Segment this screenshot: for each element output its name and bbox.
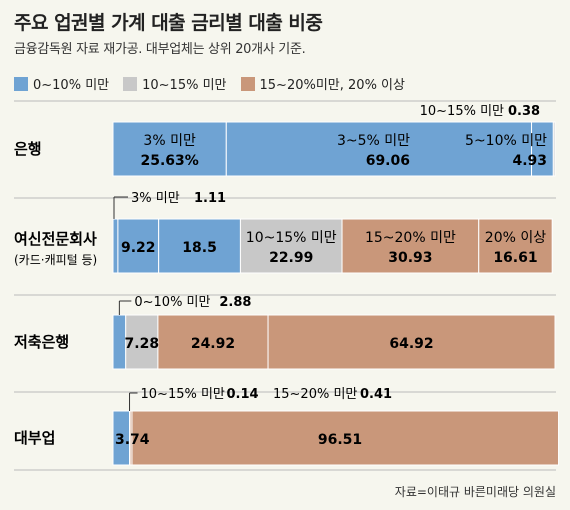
source-note: 자료=이태규 바른미래당 의원실 [394, 485, 556, 499]
bar-segment [225, 121, 533, 177]
row-label: 저축은행 [14, 333, 69, 351]
segment-label: 15~20% 미만 [365, 230, 456, 246]
segment-value: 16.61 [493, 250, 537, 266]
callout-value: 1.11 [194, 191, 226, 206]
bar-segment [239, 218, 343, 274]
callout-label: 10~15% 미만 [141, 387, 225, 402]
legend-swatch-mid [123, 76, 138, 91]
bar-segment [267, 314, 556, 370]
callout-label: 0~10% 미만 [134, 295, 210, 310]
segment-value: 69.06 [366, 153, 410, 169]
legend-swatch-high [240, 76, 255, 91]
legend-item-high: 15~20%미만, 20% 이상 [240, 74, 405, 93]
legend: 0~10% 미만 10~15% 미만 15~20%미만, 20% 이상 [14, 74, 419, 93]
callout-label: 15~20% 미만 [273, 387, 357, 402]
bar-segment [131, 410, 560, 466]
legend-swatch-low [14, 76, 28, 91]
segment-label: 3% 미만 [143, 133, 196, 149]
row-label: 대부업 [14, 429, 55, 447]
callout-label: 10~15% 미만 [420, 104, 504, 119]
row-sublabel: (카드·캐피털 등) [14, 253, 97, 267]
legend-label-high: 15~20%미만, 20% 이상 [259, 78, 405, 93]
callout-label: 3% 미만 [131, 191, 180, 206]
row-label: 은행 [14, 140, 42, 158]
callout-value: 0.38 [508, 104, 540, 119]
segment-value: 25.63% [140, 153, 198, 169]
bar-segment [341, 218, 480, 274]
segment-label: 5~10% 미만 [465, 133, 547, 149]
bar-segment [157, 314, 269, 370]
segment-label: 10~15% 미만 [246, 230, 337, 246]
chart-title: 주요 업권별 가계 대출 금리별 대출 비중 [14, 12, 323, 34]
bar-segment [478, 218, 553, 274]
legend-item-mid: 10~15% 미만 [123, 74, 227, 93]
segment-value: 22.99 [269, 250, 313, 266]
segment-value: 4.93 [512, 153, 547, 169]
segment-value: 24.92 [191, 336, 235, 352]
legend-label-mid: 10~15% 미만 [142, 78, 227, 93]
legend-label-low: 0~10% 미만 [33, 78, 110, 93]
row-label: 여신전문회사 [14, 230, 97, 248]
segment-value: 3.74 [115, 432, 150, 448]
callout-value: 0.14 [227, 387, 259, 402]
segment-value: 18.5 [182, 240, 217, 256]
segment-label: 20% 이상 [485, 230, 546, 246]
bar-segment [552, 121, 556, 177]
bar-segment [112, 218, 119, 274]
chart-subtitle: 금융감독원 자료 재가공. 대부업체는 상위 20개사 기준. [14, 42, 306, 57]
segment-value: 96.51 [318, 432, 362, 448]
segment-value: 64.92 [389, 336, 433, 352]
segment-value: 7.28 [125, 336, 160, 352]
callout-value: 0.41 [360, 387, 392, 402]
segment-value: 9.22 [121, 240, 156, 256]
legend-item-low: 0~10% 미만 [14, 74, 109, 93]
segment-value: 30.93 [388, 250, 432, 266]
callout-value: 2.88 [219, 295, 251, 310]
segment-label: 3~5% 미만 [337, 133, 410, 149]
